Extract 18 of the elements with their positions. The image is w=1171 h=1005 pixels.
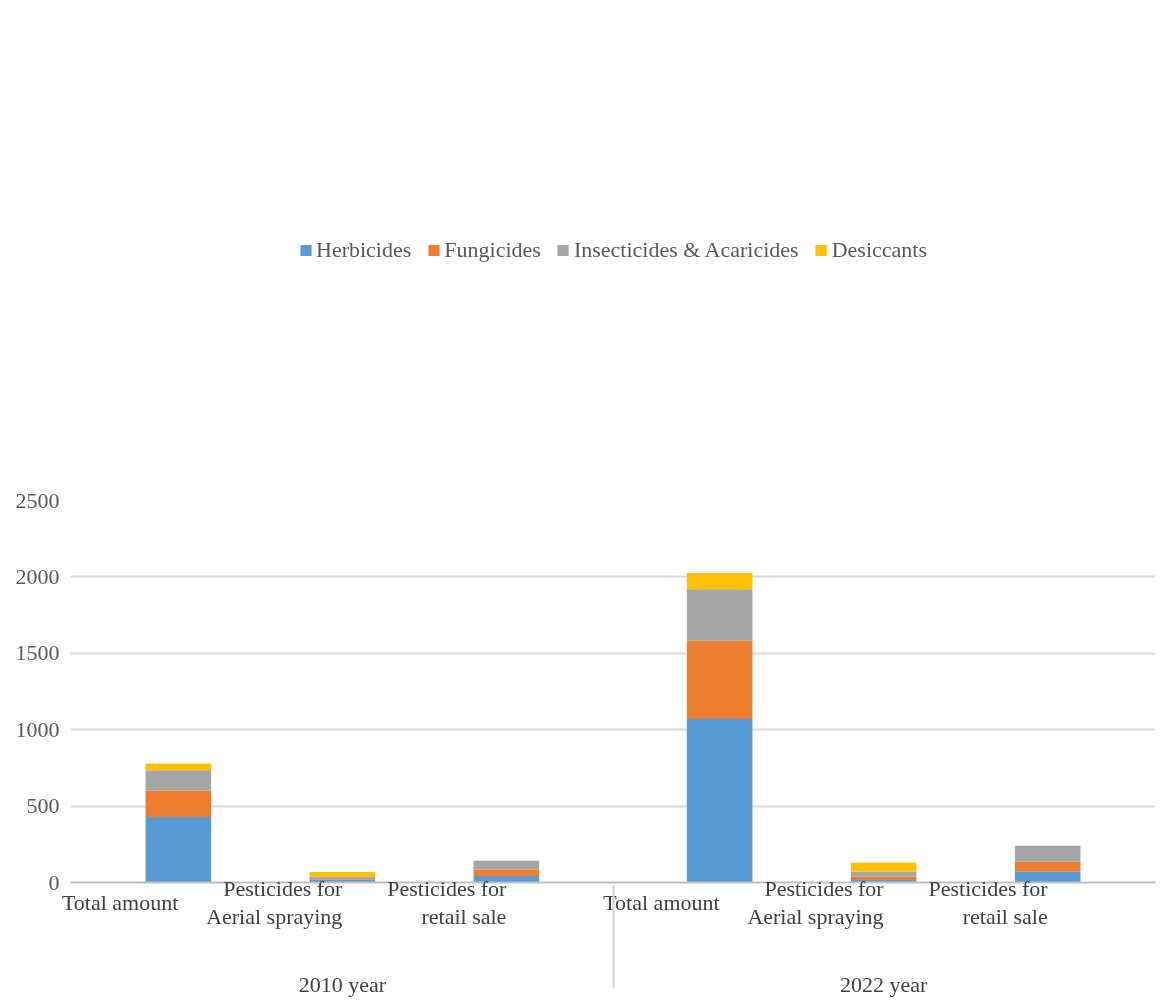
y-tick-label: 2000	[15, 563, 60, 589]
x-tick-label: Pesticides for retail sale	[387, 876, 508, 929]
y-tick-label: 2500	[15, 487, 60, 513]
x-tick-label: Pesticides for Aerial spraying	[206, 876, 344, 929]
x-tick-label: Pesticides for Aerial spraying	[747, 876, 885, 929]
y-tick-label: 500	[26, 793, 60, 819]
x-tick-label: Total amount	[61, 890, 179, 915]
legend-label: Desiccants	[831, 237, 927, 263]
y-tick-label: 0	[48, 869, 60, 895]
y-tick-label: 1000	[15, 716, 60, 742]
legend-label: Herbicides	[316, 237, 412, 263]
y-tick-label: 1500	[15, 640, 60, 666]
legend-label: Fungicides	[444, 237, 541, 263]
text: 2010 year	[298, 972, 387, 997]
x-tick-label: Total amount	[603, 890, 720, 915]
text: 2022 year	[839, 972, 928, 997]
x-tick-label: Pesticides for retail sale	[928, 876, 1049, 929]
legend-label: Insecticides & Acaricides	[573, 237, 799, 263]
